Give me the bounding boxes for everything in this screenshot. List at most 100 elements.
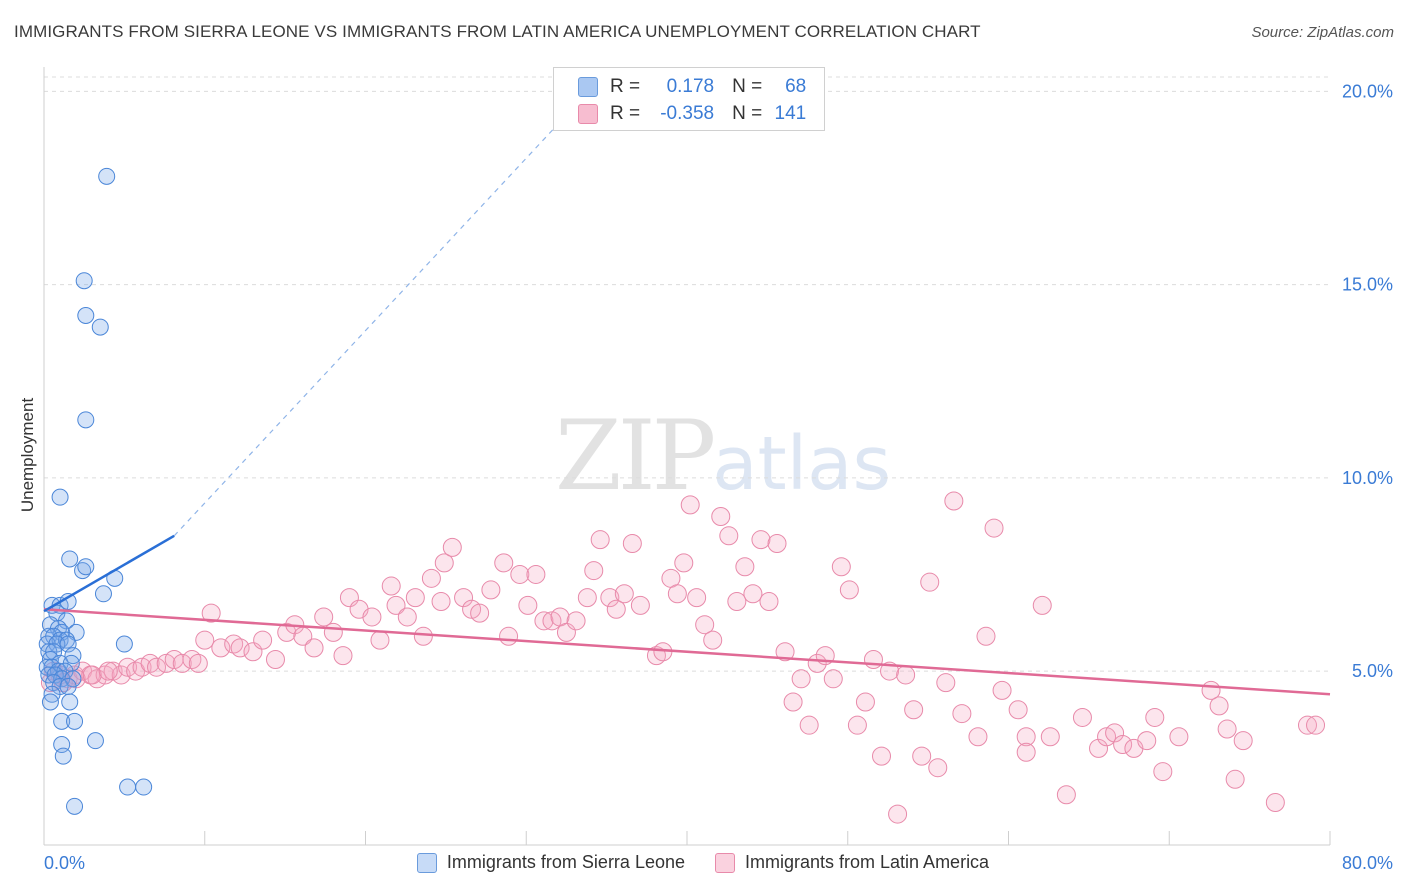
- sierra-leone-point: [51, 488, 69, 506]
- latin-america-point: [370, 630, 390, 650]
- legend-swatch-blue: [416, 852, 437, 873]
- latin-america-point: [783, 692, 803, 712]
- sierra-leone-trendline: [43, 534, 175, 613]
- series-legend: Immigrants from Sierra Leone Immigrants …: [0, 852, 1406, 873]
- latin-america-point: [386, 595, 406, 615]
- latin-america-point: [405, 588, 425, 608]
- latin-america-point: [590, 530, 610, 550]
- latin-america-point: [1016, 742, 1036, 762]
- latin-america-point: [920, 572, 940, 592]
- latin-america-point: [606, 599, 626, 619]
- latin-america-point: [253, 630, 273, 650]
- latin-america-point: [743, 584, 763, 604]
- sierra-leone-point: [135, 778, 153, 796]
- latin-america-point: [863, 649, 883, 669]
- legend-n-value: 141: [774, 103, 807, 124]
- zipatlas-watermark: ZIPatlas: [555, 400, 891, 512]
- latin-america-point: [1016, 727, 1036, 747]
- latin-america-point: [172, 653, 192, 673]
- latin-america-point: [775, 642, 795, 662]
- latin-america-point: [727, 592, 747, 612]
- latin-america-point: [912, 746, 932, 766]
- latin-america-point: [413, 626, 433, 646]
- latin-america-point: [904, 700, 924, 720]
- latin-america-point: [1072, 707, 1092, 727]
- latin-america-point: [1145, 707, 1165, 727]
- latin-america-point: [976, 626, 996, 646]
- latin-america-point: [98, 661, 118, 681]
- latin-america-point: [831, 557, 851, 577]
- latin-america-point: [992, 680, 1012, 700]
- latin-america-point: [381, 576, 401, 596]
- latin-america-point: [1113, 735, 1133, 755]
- chart-title: IMMIGRANTS FROM SIERRA LEONE VS IMMIGRAN…: [14, 22, 981, 41]
- latin-america-point: [211, 638, 231, 658]
- latin-america-point: [434, 553, 454, 573]
- latin-america-point: [703, 630, 723, 650]
- latin-america-point: [566, 611, 586, 631]
- latin-america-point: [1056, 785, 1076, 805]
- latin-america-point: [823, 669, 843, 689]
- sierra-leone-point: [119, 778, 137, 796]
- latin-america-point: [1089, 738, 1109, 758]
- legend-item-latin-america: Immigrants from Latin America: [715, 852, 989, 873]
- latin-america-point: [1169, 727, 1189, 747]
- latin-america-point: [695, 615, 715, 635]
- legend-r-label: R =: [610, 103, 641, 124]
- latin-america-point: [799, 715, 819, 735]
- sierra-leone-point: [54, 747, 72, 765]
- x-tick-label-min: 0.0%: [44, 853, 85, 873]
- latin-america-point: [518, 595, 538, 615]
- latin-america-point: [499, 626, 519, 646]
- latin-america-point: [847, 715, 867, 735]
- latin-america-point: [195, 630, 215, 650]
- latin-america-point: [1008, 700, 1028, 720]
- y-tick-label: 15.0%: [1342, 275, 1393, 295]
- latin-america-point: [314, 607, 334, 627]
- latin-america-point: [888, 804, 908, 824]
- sierra-leone-point: [66, 797, 84, 815]
- latin-america-point: [265, 649, 285, 669]
- latin-america-point: [622, 534, 642, 554]
- legend-n-label: N =: [732, 103, 763, 124]
- sierra-leone-point: [75, 272, 93, 290]
- latin-america-point: [1032, 595, 1052, 615]
- latin-america-point: [839, 580, 859, 600]
- sierra-leone-point: [59, 678, 77, 696]
- sierra-leone-point: [53, 712, 71, 730]
- latin-america-point: [855, 692, 875, 712]
- x-tick-label-max: 80.0%: [1342, 853, 1393, 873]
- legend-label-sierra-leone: Immigrants from Sierra Leone: [446, 852, 685, 872]
- latin-america-point: [600, 588, 620, 608]
- latin-america-point: [201, 603, 221, 623]
- sierra-leone-point: [86, 732, 104, 750]
- latin-america-point: [928, 758, 948, 778]
- y-tick-label: 5.0%: [1352, 661, 1393, 681]
- latin-america-point: [614, 584, 634, 604]
- latin-america-point: [767, 534, 787, 554]
- latin-america-point: [711, 506, 731, 526]
- legend-swatch-pink: [715, 852, 735, 873]
- latin-america-point: [968, 727, 988, 747]
- latin-america-point: [680, 495, 700, 515]
- latin-america-point: [454, 588, 474, 608]
- latin-america-trendline: [43, 607, 1331, 696]
- latin-america-point: [362, 607, 382, 627]
- sierra-leone-point: [61, 693, 79, 711]
- latin-america-point: [674, 553, 694, 573]
- legend-swatch-pink: [578, 104, 598, 124]
- latin-america-point: [791, 669, 811, 689]
- latin-america-point: [470, 603, 490, 623]
- sierra-leone-point: [94, 585, 112, 603]
- sierra-leone-point: [66, 712, 84, 730]
- latin-america-point: [936, 673, 956, 693]
- sierra-leone-point: [115, 635, 133, 653]
- watermark-zip: ZIP: [555, 400, 716, 512]
- latin-america-point: [304, 638, 324, 658]
- latin-america-point: [759, 592, 779, 612]
- latin-america-point: [421, 568, 441, 588]
- latin-america-point: [944, 491, 964, 511]
- source-label: Source: ZipAtlas.com: [1251, 24, 1394, 41]
- latin-america-point: [82, 665, 102, 685]
- sierra-leone-point: [98, 167, 116, 185]
